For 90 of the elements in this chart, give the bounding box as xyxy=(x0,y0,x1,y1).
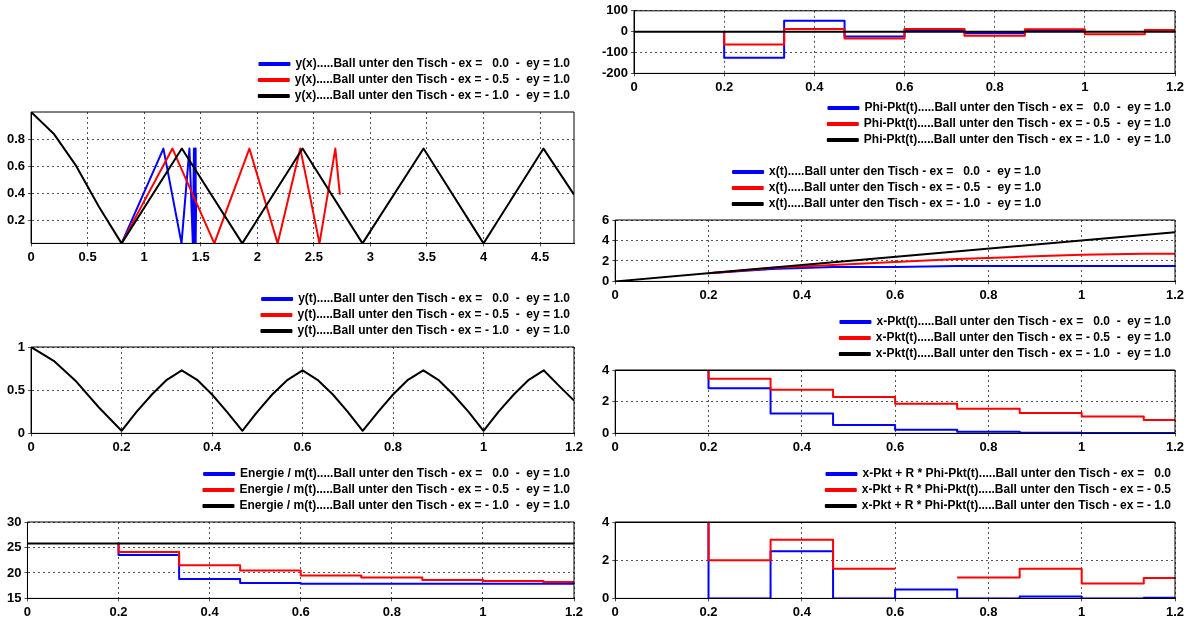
y-tick-label: 0 xyxy=(602,424,610,440)
x-tick-label: 1 xyxy=(479,438,488,454)
x-tick-label: 0.4 xyxy=(792,603,812,619)
x-tick-label: 0.6 xyxy=(886,438,905,454)
legend-label: x-Pkt(t).....Ball unter den Tisch - ex = - 0.5 - ey = 1.0 xyxy=(875,330,1172,345)
y-tick-label: 2 xyxy=(602,551,610,567)
x-tick-label: 0.8 xyxy=(985,78,1004,94)
legend-label: Energie / m(t).....Ball unter den Tisch - ex = - 1.0 - ey = 1.0 xyxy=(239,498,571,513)
y-tick-label: 1 xyxy=(17,338,26,354)
legend-label: Energie / m(t).....Ball unter den Tisch - ex = - 0.5 - ey = 1.0 xyxy=(239,482,571,497)
x-tick-label: 4 xyxy=(479,248,488,264)
x-tick-label: 0.5 xyxy=(78,248,97,264)
y-tick-label: 30 xyxy=(6,513,22,529)
x-tick-label: 0.2 xyxy=(699,438,718,454)
y-tick-label: 15 xyxy=(6,589,22,605)
legend-label: y(t).....Ball unter den Tisch - ex = - 0.5 - ey = 1.0 xyxy=(297,307,571,322)
legend-label: x-Pkt(t).....Ball unter den Tisch - ex = 0.0 - ey = 1.0 xyxy=(876,314,1172,329)
x-tick-label: 1.2 xyxy=(564,603,584,619)
legend-label: y(x).....Ball unter den Tisch - ex = - 1.0 - ey = 1.0 xyxy=(294,88,571,103)
x-tick-label: 0.6 xyxy=(293,438,312,454)
legend-label: Phi-Pkt(t).....Ball unter den Tisch - ex = - 1.0 - ey = 1.0 xyxy=(863,132,1172,147)
legend-label: Energie / m(t).....Ball unter den Tisch - ex = 0.0 - ey = 1.0 xyxy=(240,466,571,481)
x-tick-label: 1 xyxy=(1078,438,1086,454)
y-tick-label: 0 xyxy=(602,589,610,605)
x-tick-label: 2 xyxy=(253,248,261,264)
legend-label: x-Pkt + R * Phi-Pkt(t).....Ball unter den Tisch - ex = 0.0 xyxy=(862,466,1172,481)
x-tick-label: 0.2 xyxy=(109,603,128,619)
x-tick-label: 1.2 xyxy=(1165,286,1185,302)
x-tick-label: 0.2 xyxy=(699,603,718,619)
legend-label: Phi-Pkt(t).....Ball unter den Tisch - ex = - 0.5 - ey = 1.0 xyxy=(863,116,1172,131)
x-tick-label: 1 xyxy=(1078,603,1086,619)
x-tick-label: 0.8 xyxy=(979,286,998,302)
legend-label: x-Pkt + R * Phi-Pkt(t).....Ball unter den Tisch - ex = - 1.0 xyxy=(861,498,1172,513)
x-tick-label: 0.8 xyxy=(382,603,401,619)
y-tick-label: 0 xyxy=(620,23,629,39)
x-tick-label: 0.6 xyxy=(895,78,914,94)
x-tick-label: 0.6 xyxy=(886,286,905,302)
y-tick-label: 0.2 xyxy=(6,211,26,227)
x-tick-label: 0.6 xyxy=(291,603,310,619)
x-tick-label: 3 xyxy=(366,248,375,264)
x-tick-label: 0.8 xyxy=(383,438,403,454)
x-tick-label: 0.2 xyxy=(699,286,718,302)
y-tick-label: 25 xyxy=(6,539,22,555)
y-tick-label: 0.5 xyxy=(6,381,26,397)
x-tick-label: 1 xyxy=(479,603,487,619)
x-tick-label: 0.8 xyxy=(979,603,998,619)
y-tick-label: 100 xyxy=(606,2,629,18)
y-tick-label: 0.6 xyxy=(6,157,26,173)
y-tick-label: 0 xyxy=(17,424,26,440)
y-tick-label: 0.4 xyxy=(6,184,26,200)
legend-label: y(x).....Ball unter den Tisch - ex = - 0.5 - ey = 1.0 xyxy=(294,72,571,87)
x-tick-label: 2.5 xyxy=(304,248,323,264)
x-tick-label: 1 xyxy=(1081,78,1089,94)
legend-label: x(t).....Ball unter den Tisch - ex = - 1.0 - ey = 1.0 xyxy=(768,196,1042,211)
x-tick-label: 1.2 xyxy=(1165,78,1185,94)
y-tick-label: 4 xyxy=(602,513,610,529)
x-tick-label: 3.5 xyxy=(417,248,436,264)
y-tick-label: 4 xyxy=(602,361,610,377)
legend-label: y(t).....Ball unter den Tisch - ex = - 1.0 - ey = 1.0 xyxy=(297,323,571,338)
y-tick-label: 20 xyxy=(6,564,22,580)
x-tick-label: 4.5 xyxy=(531,248,550,264)
x-tick-label: 1.2 xyxy=(564,438,584,454)
y-tick-label: 2 xyxy=(602,393,610,409)
x-tick-label: 1.2 xyxy=(1165,438,1185,454)
legend-label: x(t).....Ball unter den Tisch - ex = 0.0 - ey = 1.0 xyxy=(769,164,1042,179)
x-tick-label: 0.4 xyxy=(203,438,222,454)
legend-label: y(t).....Ball unter den Tisch - ex = 0.0 - ey = 1.0 xyxy=(298,291,571,306)
legend-label: x-Pkt + R * Phi-Pkt(t).....Ball unter den Tisch - ex = - 0.5 xyxy=(861,482,1172,497)
x-tick-label: 0.4 xyxy=(200,603,220,619)
x-tick-label: 0.4 xyxy=(792,286,812,302)
y-tick-label: 0 xyxy=(602,272,610,288)
y-tick-label: -200 xyxy=(601,64,629,80)
x-tick-label: 0.2 xyxy=(112,438,131,454)
legend-label: x(t).....Ball unter den Tisch - ex = - 0.5 - ey = 1.0 xyxy=(768,180,1042,195)
x-tick-label: 0.2 xyxy=(715,78,734,94)
y-tick-label: 4 xyxy=(602,232,610,248)
legend-label: x-Pkt(t).....Ball unter den Tisch - ex = - 1.0 - ey = 1.0 xyxy=(875,346,1172,361)
legend-label: Phi-Pkt(t).....Ball unter den Tisch - ex = 0.0 - ey = 1.0 xyxy=(864,100,1172,115)
x-tick-label: 1 xyxy=(1078,286,1086,302)
x-tick-label: 0.4 xyxy=(792,438,812,454)
y-tick-label: -100 xyxy=(601,44,629,60)
x-tick-label: 1.2 xyxy=(1165,603,1185,619)
x-tick-label: 1 xyxy=(140,248,148,264)
x-tick-label: 0.6 xyxy=(886,603,905,619)
x-tick-label: 1.5 xyxy=(191,248,210,264)
y-tick-label: 6 xyxy=(602,211,610,227)
x-tick-label: 0.8 xyxy=(979,438,998,454)
legend-label: y(x).....Ball unter den Tisch - ex = 0.0 - ey = 1.0 xyxy=(295,56,571,71)
x-tick-label: 0.4 xyxy=(805,78,825,94)
y-tick-label: 0.8 xyxy=(6,130,26,146)
